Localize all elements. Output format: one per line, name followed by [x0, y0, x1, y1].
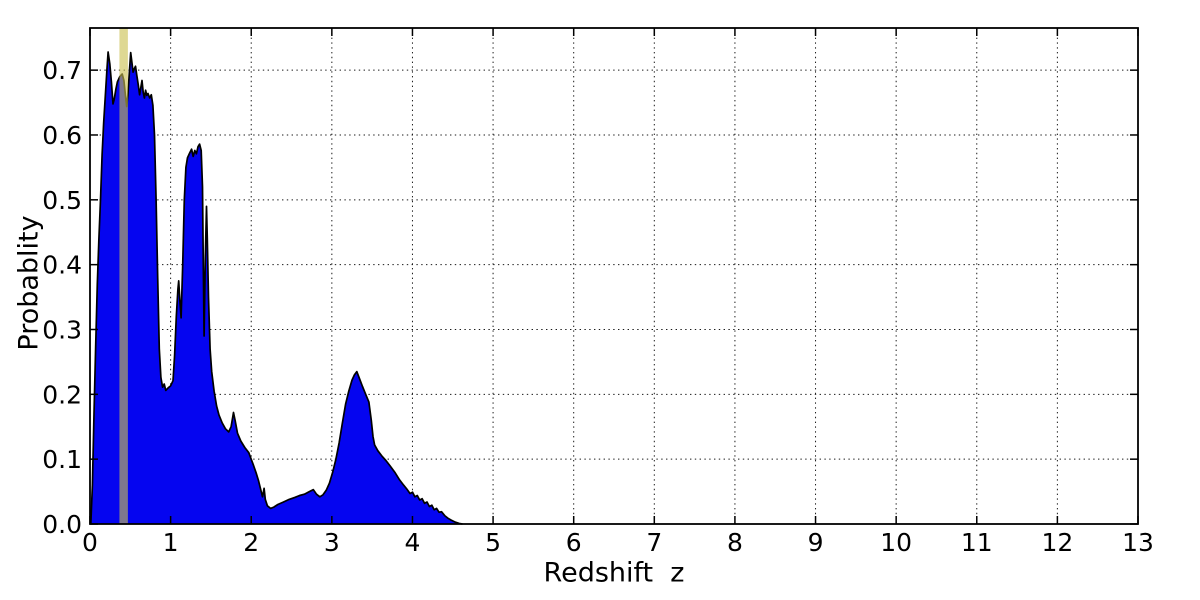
y-tick-label: 0.4 — [42, 251, 82, 280]
axes-frame — [89, 27, 1139, 525]
y-tick-label: 0.7 — [42, 56, 82, 85]
y-axis-label: Probablity — [13, 215, 45, 351]
x-tick-label: 12 — [1041, 528, 1073, 557]
pdf-outline — [89, 51, 463, 525]
highlight-band — [119, 28, 128, 524]
y-tick-label: 0.2 — [42, 380, 82, 409]
x-tick-label: 1 — [163, 528, 179, 557]
x-tick-label: 2 — [243, 528, 259, 557]
x-tick-label: 3 — [324, 528, 340, 557]
x-tick-label: 6 — [566, 528, 582, 557]
x-tick-label: 4 — [405, 528, 421, 557]
x-axis-label: Redshift z — [543, 557, 685, 589]
x-tick-label: 0 — [82, 528, 98, 557]
y-tick-label: 0.3 — [42, 315, 82, 344]
x-tick-label: 10 — [880, 528, 912, 557]
x-tick-label: 13 — [1122, 528, 1154, 557]
pdf-area — [90, 52, 463, 524]
x-tick-label: 7 — [646, 528, 662, 557]
x-tick-label: 11 — [961, 528, 993, 557]
x-tick-label: 9 — [808, 528, 824, 557]
y-tick-label: 0.6 — [42, 121, 82, 150]
x-tick-label: 8 — [727, 528, 743, 557]
y-tick-label: 0.0 — [42, 510, 82, 539]
x-tick-label: 5 — [485, 528, 501, 557]
y-tick-label: 0.1 — [42, 445, 82, 474]
y-tick-label: 0.5 — [42, 186, 82, 215]
